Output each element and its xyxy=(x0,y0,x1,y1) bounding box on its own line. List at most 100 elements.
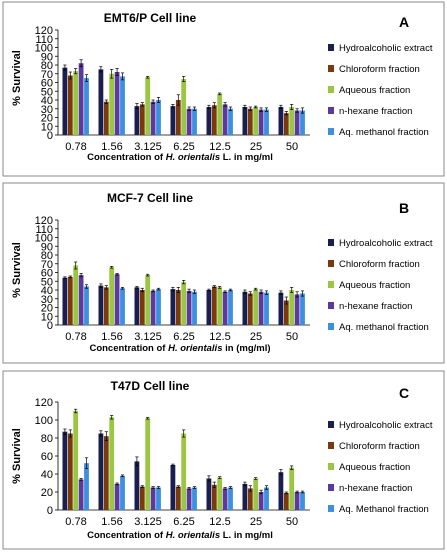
y-tick-label: 80 xyxy=(41,250,53,262)
legend-label: Aq. Methanol fraction xyxy=(339,504,429,515)
x-tick-label: 25 xyxy=(250,331,262,343)
y-tick-label: 80 xyxy=(41,433,53,445)
legend-swatch xyxy=(328,107,334,114)
y-tick-label: 50 xyxy=(41,276,53,288)
bar xyxy=(294,110,300,135)
bar xyxy=(156,100,161,135)
legend-swatch xyxy=(328,239,334,246)
legend-swatch xyxy=(328,463,334,470)
bar xyxy=(289,467,295,510)
y-tick-label: 90 xyxy=(41,241,53,253)
bar xyxy=(67,276,73,325)
bar xyxy=(211,105,217,135)
legend-label: n-hexane fraction xyxy=(339,483,412,494)
bar xyxy=(73,265,79,325)
x-tick-label: 3.125 xyxy=(134,516,162,528)
bar xyxy=(98,285,104,325)
y-tick-label: 10 xyxy=(41,311,53,323)
bar xyxy=(134,461,140,510)
y-tick-label: 120 xyxy=(35,397,53,409)
y-axis-title: % Survival xyxy=(11,242,23,298)
bar xyxy=(134,287,140,325)
bar xyxy=(120,475,125,510)
bar xyxy=(264,292,269,325)
bar xyxy=(73,411,79,510)
bar xyxy=(150,101,156,135)
y-tick-label: 100 xyxy=(35,233,53,245)
y-tick-label: 70 xyxy=(41,69,53,81)
bar xyxy=(186,290,192,325)
x-tick-label: 0.78 xyxy=(65,331,86,343)
bar xyxy=(67,433,73,510)
bar xyxy=(139,104,145,135)
bar xyxy=(78,275,84,325)
bar xyxy=(98,433,104,510)
legend-swatch xyxy=(328,128,334,135)
bar xyxy=(109,73,115,135)
y-tick-label: 0 xyxy=(47,130,53,142)
legend: Hydroalcoholic extract Chloroform fractio… xyxy=(328,420,433,515)
bar xyxy=(264,487,269,510)
legend-swatch xyxy=(328,323,334,330)
x-tick-label: 0.78 xyxy=(65,516,86,528)
x-axis-title-part: H. orientalis xyxy=(166,152,220,163)
y-tick-label: 60 xyxy=(41,451,53,463)
bar xyxy=(139,290,145,325)
bar xyxy=(192,487,197,510)
bar xyxy=(170,465,176,510)
bar xyxy=(294,492,300,510)
bar xyxy=(300,110,305,135)
bar xyxy=(222,104,228,135)
bar xyxy=(134,106,140,135)
bar xyxy=(242,291,248,325)
x-tick-label: 1.56 xyxy=(101,141,122,153)
bar xyxy=(181,282,187,325)
legend-label: Aqueous fraction xyxy=(339,462,410,473)
bar xyxy=(175,486,181,510)
bar xyxy=(186,488,192,510)
legend-swatch xyxy=(328,421,334,428)
legend: Hydroalcoholic extract Chloroform fractio… xyxy=(328,238,433,333)
bar xyxy=(206,478,212,510)
bar xyxy=(228,108,233,135)
x-axis-title-part: in (mg/ml) xyxy=(222,343,270,354)
x-axis-title-part: L. in mg/ml xyxy=(220,530,273,541)
bar xyxy=(192,291,197,325)
y-tick-label: 70 xyxy=(41,259,53,271)
panel-label: A xyxy=(399,14,409,30)
bar xyxy=(206,107,212,135)
panel-label: B xyxy=(399,200,409,216)
legend-label: Hydroalcoholic extract xyxy=(339,420,433,431)
bar xyxy=(84,78,89,135)
x-tick-label: 1.56 xyxy=(101,331,122,343)
legend-swatch xyxy=(328,484,334,491)
bar xyxy=(247,293,253,325)
bar xyxy=(114,72,120,135)
x-tick-label: 6.25 xyxy=(173,516,194,528)
chart-title: EMT6/P Cell line xyxy=(104,11,197,25)
bar xyxy=(206,290,212,325)
y-tick-label: 60 xyxy=(41,268,53,280)
bar xyxy=(258,291,264,325)
x-tick-label: 12.5 xyxy=(209,141,230,153)
x-tick-label: 3.125 xyxy=(134,141,162,153)
chart-title: T47D Cell line xyxy=(111,379,190,393)
bar xyxy=(278,472,284,510)
y-tick-label: 30 xyxy=(41,294,53,306)
legend-label: Aqueous fraction xyxy=(339,85,410,96)
legend-swatch xyxy=(328,281,334,288)
bar xyxy=(264,109,269,135)
x-tick-label: 3.125 xyxy=(134,331,162,343)
x-axis-title: Concentration of H. orientalis L. in mg/… xyxy=(87,530,273,541)
chart-panel-3: T47D Cell line C 0 20 40 60 80 100 120 % Survival… xyxy=(2,370,445,550)
bar xyxy=(84,286,89,325)
legend-swatch xyxy=(328,65,334,72)
y-tick-label: 0 xyxy=(47,505,53,517)
legend-swatch xyxy=(328,44,334,51)
bar xyxy=(247,108,253,135)
x-axis-title-part: L. in mg/ml xyxy=(220,152,273,163)
bar xyxy=(103,287,109,325)
x-axis-title-part: Concentration of xyxy=(89,343,168,354)
bar xyxy=(145,418,151,510)
